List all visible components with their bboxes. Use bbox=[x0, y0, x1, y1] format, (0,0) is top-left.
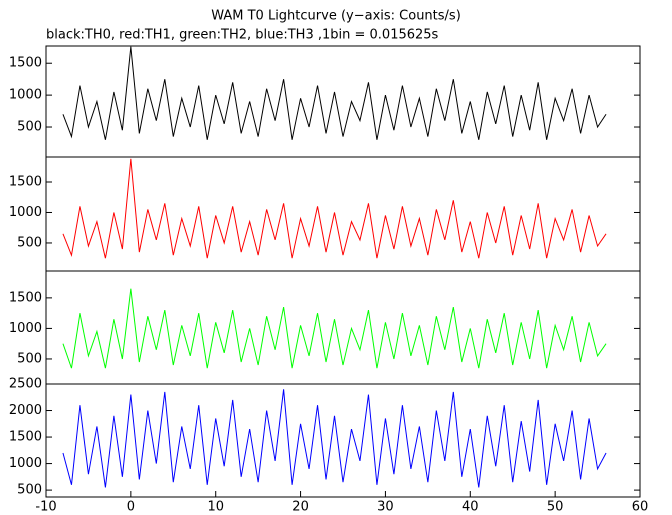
x-tick-label: 10 bbox=[207, 500, 224, 515]
y-tick-label: 1500 bbox=[9, 174, 42, 189]
y-tick-label: 1000 bbox=[9, 456, 42, 471]
chart-title: WAM T0 Lightcurve (y−axis: Counts/s) bbox=[211, 9, 461, 24]
lightcurve bbox=[62, 288, 607, 369]
y-tick-label: 1000 bbox=[9, 321, 42, 336]
y-tick-label: 1500 bbox=[9, 56, 42, 71]
y-tick-label: 500 bbox=[17, 235, 42, 250]
y-tick-label: 2000 bbox=[9, 403, 42, 418]
chart-subtitle: black:TH0, red:TH1, green:TH2, blue:TH3 … bbox=[46, 28, 439, 43]
y-tick-label: 500 bbox=[17, 351, 42, 366]
lightcurve bbox=[62, 46, 607, 140]
lightcurve bbox=[62, 158, 607, 259]
lightcurve bbox=[62, 389, 607, 488]
y-tick-label: 1500 bbox=[9, 430, 42, 445]
x-tick-label: 30 bbox=[377, 500, 394, 515]
x-tick-label: 0 bbox=[127, 500, 135, 515]
panel-frame bbox=[45, 45, 641, 158]
y-tick-label: 2500 bbox=[9, 377, 42, 392]
y-tick-label: 1000 bbox=[9, 205, 42, 220]
y-tick-label: 500 bbox=[17, 483, 42, 498]
y-tick-label: 500 bbox=[17, 120, 42, 135]
x-tick-label: 20 bbox=[292, 500, 309, 515]
panel-frame bbox=[45, 383, 641, 498]
x-tick-label: 40 bbox=[462, 500, 479, 515]
y-tick-label: 1000 bbox=[9, 88, 42, 103]
x-tick-label: 60 bbox=[632, 500, 649, 515]
x-tick-label: 50 bbox=[547, 500, 564, 515]
x-tick-label: -10 bbox=[35, 500, 56, 515]
y-tick-label: 1500 bbox=[9, 290, 42, 305]
